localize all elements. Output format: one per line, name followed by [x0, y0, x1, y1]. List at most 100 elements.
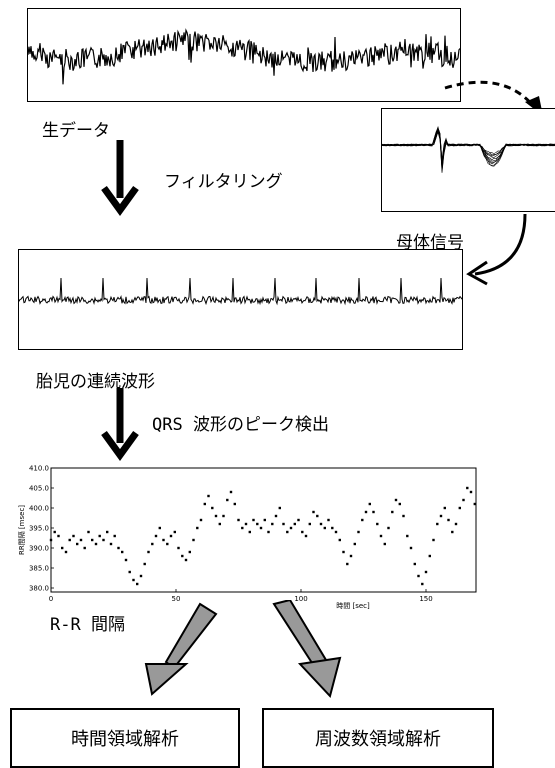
chart-point: [226, 498, 229, 502]
maternal-signal-panel: [381, 108, 555, 212]
chart-point: [248, 530, 251, 534]
chart-y-tick-label: 385.0: [29, 565, 49, 573]
chart-point: [361, 518, 364, 522]
chart-point: [169, 534, 173, 538]
chart-point: [181, 554, 184, 558]
chart-point: [297, 518, 300, 522]
chart-point: [91, 538, 94, 542]
chart-point: [229, 490, 233, 494]
chart-point: [147, 550, 150, 554]
chart-point: [61, 546, 64, 550]
chart-point: [338, 538, 341, 542]
chart-point: [87, 530, 90, 534]
chart-y-tick-label: 405.0: [29, 485, 49, 493]
chart-point: [447, 518, 450, 522]
chart-point: [387, 526, 390, 530]
chart-point: [462, 498, 465, 502]
chart-point: [237, 518, 240, 522]
chart-point: [94, 542, 98, 546]
qrs-detection-label: QRS 波形のピーク検出: [152, 415, 329, 435]
chart-point: [128, 570, 131, 574]
chart-point: [117, 546, 120, 550]
raw-signal-waveform: [28, 28, 460, 85]
chart-point: [49, 538, 53, 542]
chart-point: [207, 494, 210, 498]
raw-data-label: 生データ: [42, 121, 110, 141]
rr-interval-chart: 380.0 385.0 390.0 395.0 400.0 405.0 410.0 0 50 1…: [18, 465, 477, 610]
chart-point: [364, 510, 368, 514]
chart-point: [162, 538, 165, 542]
chart-point: [263, 518, 266, 522]
chart-point: [241, 526, 244, 530]
chart-point: [383, 542, 386, 546]
gray-arrow-right: [272, 600, 342, 699]
chart-point: [139, 574, 143, 578]
chart-point: [113, 534, 116, 538]
chart-point: [428, 554, 431, 558]
chart-point: [106, 530, 109, 534]
chart-point: [166, 542, 169, 546]
chart-point: [244, 522, 248, 526]
chart-point: [143, 562, 146, 566]
chart-point: [102, 538, 105, 542]
chart-point: [349, 554, 353, 558]
chart-point: [188, 550, 191, 554]
chart-point: [379, 534, 383, 538]
chart-point: [402, 514, 405, 518]
chart-point: [331, 526, 334, 530]
chart-point: [177, 546, 180, 550]
chart-point: [124, 558, 128, 562]
chart-point: [454, 522, 458, 526]
chart-point: [424, 570, 428, 574]
chart-point: [76, 542, 79, 546]
chart-point: [196, 526, 199, 530]
chart-point: [316, 514, 319, 518]
chart-point: [68, 538, 71, 542]
chart-point: [83, 546, 86, 550]
time-domain-analysis-box: 時間領域解析: [10, 708, 240, 768]
chart-point: [432, 538, 435, 542]
chart-point: [222, 514, 225, 518]
chart-point: [98, 534, 101, 538]
chart-point: [293, 522, 296, 526]
chart-point: [151, 542, 154, 546]
down-arrow-icon: [101, 388, 139, 461]
chart-point: [421, 582, 424, 586]
chart-point: [469, 490, 473, 494]
rr-interval-label: R-R 間隔: [50, 615, 125, 635]
down-arrow-icon: [101, 140, 139, 216]
chart-point: [278, 506, 281, 510]
chart-point: [203, 502, 206, 506]
chart-x-tick-label: 100: [294, 595, 307, 603]
chart-point: [301, 530, 304, 534]
chart-point: [439, 514, 443, 518]
raw-signal-panel: [27, 8, 461, 102]
chart-point: [357, 530, 360, 534]
chart-y-tick-label: 380.0: [29, 585, 49, 593]
chart-point: [466, 486, 469, 490]
chart-point: [214, 514, 218, 518]
chart-point: [376, 522, 379, 526]
chart-point: [406, 534, 409, 538]
gray-arrow-left: [144, 602, 218, 696]
chart-point: [282, 522, 285, 526]
chart-point: [218, 522, 221, 526]
chart-y-tick-label: 395.0: [29, 525, 49, 533]
fetal-signal-panel: [18, 249, 463, 350]
chart-point: [346, 562, 349, 566]
chart-point: [256, 522, 259, 526]
chart-point: [192, 538, 195, 542]
chart-point: [327, 518, 330, 522]
chart-point: [233, 502, 236, 506]
chart-point: [64, 550, 68, 554]
chart-point: [473, 502, 476, 506]
chart-point: [409, 546, 413, 550]
chart-point: [109, 542, 113, 546]
time-domain-analysis-label: 時間領域解析: [71, 729, 179, 750]
chart-point: [132, 578, 135, 582]
filtering-label: フィルタリング: [164, 172, 283, 192]
chart-point: [372, 510, 375, 514]
chart-plot-area: [50, 467, 477, 593]
chart-point: [154, 534, 158, 538]
chart-point: [286, 530, 289, 534]
